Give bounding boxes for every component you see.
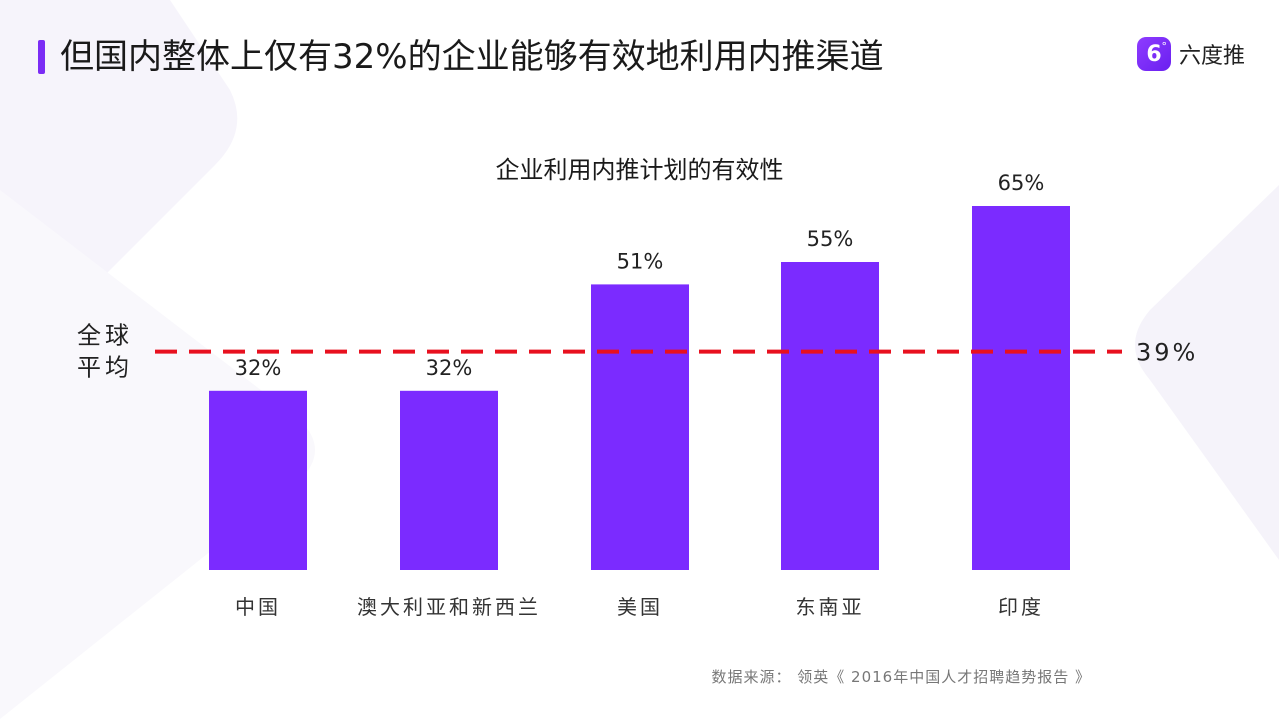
bar-value-label: 32%	[426, 356, 473, 380]
reference-label-line1: 全球	[77, 322, 133, 350]
source-note: 数据来源： 领英《 2016年中国人才招聘趋势报告 》	[711, 668, 1091, 686]
bar	[781, 262, 879, 570]
bar	[591, 284, 689, 570]
reference-value-label: 39%	[1136, 339, 1198, 367]
x-tick-label: 印度	[998, 595, 1044, 619]
reference-label-line2: 平均	[77, 354, 133, 382]
bar-value-label: 65%	[998, 171, 1045, 195]
bar-value-label: 51%	[617, 249, 664, 273]
bar	[400, 390, 498, 570]
x-tick-label: 东南亚	[796, 595, 865, 619]
x-tick-label: 中国	[235, 595, 281, 619]
bar-value-label: 32%	[235, 356, 282, 380]
brand: 6 ° 六度推	[1136, 36, 1245, 72]
bar-value-label: 55%	[807, 227, 854, 251]
x-tick-label: 美国	[617, 595, 663, 619]
title-accent-bar	[38, 40, 45, 74]
brand-logo-glyph: 6	[1146, 41, 1162, 67]
chart-title: 企业利用内推计划的有效性	[495, 156, 784, 184]
brand-logo-mark: °	[1161, 40, 1167, 53]
x-tick-label: 澳大利亚和新西兰	[357, 595, 541, 619]
page-title: 但国内整体上仅有32%的企业能够有效地利用内推渠道	[60, 37, 884, 77]
brand-logo-icon: 6 °	[1136, 37, 1171, 71]
bar	[972, 206, 1070, 570]
brand-name: 六度推	[1178, 44, 1245, 69]
bar	[209, 390, 307, 570]
